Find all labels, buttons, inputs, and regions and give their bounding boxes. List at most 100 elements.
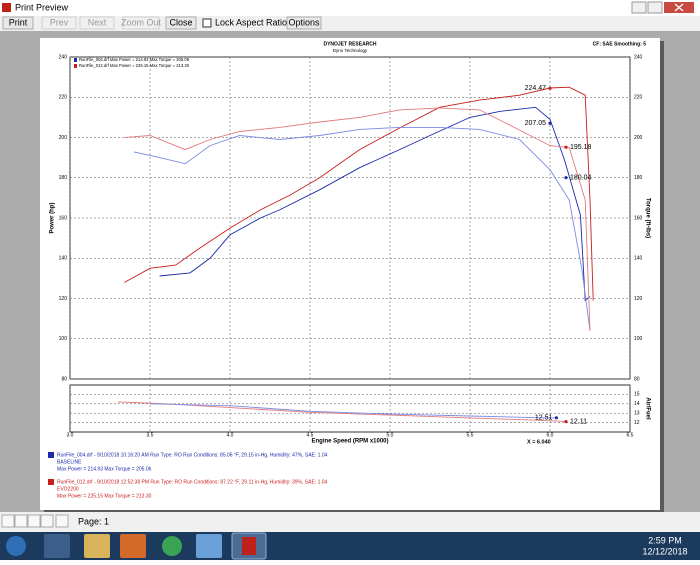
y-tick-label: 240	[59, 54, 68, 60]
annotation-label: 12.51	[535, 415, 553, 422]
y-tick-label: 140	[59, 256, 68, 262]
app-icon	[2, 3, 11, 12]
last-page-button[interactable]	[40, 514, 54, 528]
annotation-label: 195.18	[570, 144, 592, 151]
close-icon	[674, 3, 684, 12]
title-bar	[0, 0, 700, 16]
legend-swatch	[74, 58, 77, 62]
next-button[interactable]	[79, 16, 115, 30]
run-line: RunFile_004.drf - 9/10/2018 10:16:20 AM …	[57, 452, 328, 458]
report-subtitle: Dyno Technology	[333, 48, 368, 53]
annotation-label: 207.05	[525, 120, 547, 127]
legend-entry: RunFile_004.drf Max Power = 214.93 Max T…	[79, 57, 190, 62]
x-tick-label: 5.0	[387, 432, 394, 438]
options-button[interactable]	[286, 16, 322, 30]
clock-date: 12/12/2018	[642, 546, 687, 556]
y2-tick-label: 80	[634, 376, 640, 382]
page-sheet	[40, 38, 660, 510]
series-line	[133, 126, 591, 331]
annotation-point	[564, 145, 568, 149]
y-tick-label: 120	[59, 296, 68, 302]
plot-frame	[69, 384, 631, 433]
chrome-icon[interactable]	[162, 536, 182, 556]
annotation-point	[554, 416, 559, 420]
prev-label: Prev	[50, 17, 69, 27]
close-button[interactable]	[165, 16, 197, 30]
run-swatch	[48, 479, 54, 485]
run-max: Max Power = 214.93 Max Torque = 205.06	[57, 466, 152, 472]
series-line	[124, 86, 594, 301]
print-label: Print	[9, 17, 28, 27]
status-bar	[0, 512, 700, 532]
media-icon[interactable]	[120, 534, 146, 558]
y2-tick-label: 12	[634, 420, 640, 426]
close-label: Close	[169, 17, 192, 27]
dynojet-icon	[242, 537, 256, 555]
y2-axis-title: Torque (ft-lbs)	[644, 198, 650, 238]
legend-swatch	[74, 64, 77, 68]
page-nav	[1, 514, 69, 528]
y2-tick-label: 140	[634, 256, 643, 262]
minimize-button[interactable]	[631, 1, 647, 14]
y2-tick-label: 120	[634, 296, 643, 302]
maximize-button[interactable]	[647, 1, 663, 14]
run-max: Max Power = 225.15 Max Torque = 213.30	[57, 493, 152, 499]
page-grip	[55, 514, 69, 528]
next-page-button[interactable]	[27, 514, 41, 528]
clock-time: 2:59 PM	[648, 535, 682, 545]
lock-aspect-checkbox[interactable]	[202, 18, 212, 28]
x-tick-label: 5.5	[467, 432, 474, 438]
window-title: Print Preview	[15, 2, 69, 12]
run-name: EVO2200	[57, 486, 79, 492]
y2-tick-label: 160	[634, 215, 643, 221]
lock-aspect-label: Lock Aspect Ratio	[215, 17, 287, 27]
next-label: Next	[88, 17, 107, 27]
ie-icon[interactable]	[44, 534, 70, 558]
y2-axis-title: Air/Fuel	[644, 397, 650, 420]
annotation-point	[548, 86, 552, 90]
y2-tick-label: 100	[634, 336, 643, 342]
page-indicator: Page: 1	[78, 516, 109, 526]
x-tick-label: 6.0	[547, 432, 554, 438]
run-line: RunFile_012.drf - 9/10/2018 12:52:38 PM …	[57, 479, 328, 485]
annotation-label: 180.04	[570, 175, 592, 182]
x-tick-label: 3.5	[147, 432, 154, 438]
y2-tick-label: 13	[634, 411, 640, 417]
taskbar	[0, 532, 700, 560]
report-company: DYNOJET RESEARCH	[323, 41, 376, 47]
run-name: BASELINE	[57, 459, 82, 465]
prev-page-button[interactable]	[14, 514, 28, 528]
y2-tick-label: 15	[634, 392, 640, 398]
y2-tick-label: 220	[634, 95, 643, 101]
report-settings: CF: SAE Smoothing: 5	[593, 41, 647, 47]
y-tick-label: 80	[61, 376, 67, 382]
x-axis-title: Engine Speed (RPM x1000)	[311, 439, 388, 445]
annotation-point	[548, 121, 552, 125]
series-line	[124, 107, 591, 331]
prev-button[interactable]	[41, 16, 77, 30]
start-button[interactable]	[6, 536, 26, 556]
first-page-button[interactable]	[1, 514, 15, 528]
zoom-out-button[interactable]	[122, 16, 160, 30]
x-tick-label: 4.5	[307, 432, 314, 438]
y2-tick-label: 200	[634, 135, 643, 141]
y-axis-title: Power (hp)	[50, 202, 56, 233]
app-icon-2[interactable]	[196, 534, 222, 558]
annotation-label: 224.47	[525, 85, 547, 92]
annotation-label: 12.11	[570, 418, 587, 425]
x-tick-label: 4.0	[227, 432, 234, 438]
y-tick-label: 200	[59, 135, 68, 141]
y2-tick-label: 180	[634, 175, 643, 181]
series-line	[149, 403, 557, 419]
y-tick-label: 160	[59, 215, 68, 221]
y-tick-label: 180	[59, 175, 68, 181]
y2-tick-label: 14	[634, 401, 640, 407]
x-tick-label: 6.5	[627, 432, 634, 438]
y2-tick-label: 240	[634, 54, 643, 60]
annotation-point	[564, 176, 568, 180]
y-tick-label: 220	[59, 95, 68, 101]
legend-entry: RunFile_012.drf Max Power = 225.15 Max T…	[79, 63, 190, 68]
explorer-icon[interactable]	[84, 534, 110, 558]
print-button[interactable]	[2, 16, 34, 30]
